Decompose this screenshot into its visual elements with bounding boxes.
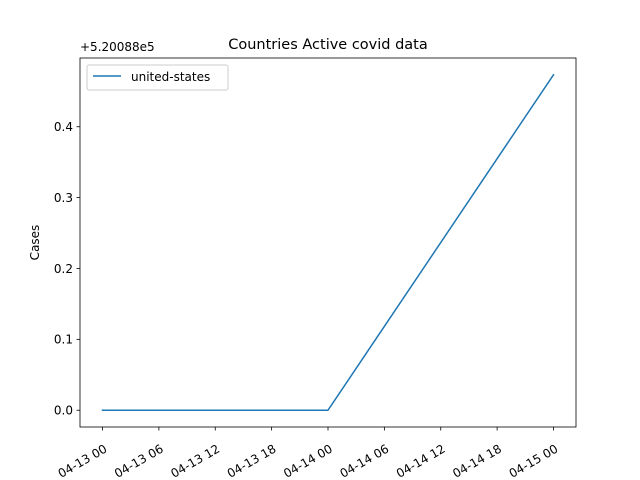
x-tick-label: 04-14 18 [450, 442, 504, 480]
y-tick-label: 0.3 [54, 191, 73, 205]
series-lines [101, 73, 555, 411]
x-tick-label: 04-13 18 [225, 442, 279, 480]
y-axis-label: Cases [28, 225, 42, 261]
plot-frame [79, 57, 577, 428]
x-tick-label: 04-14 06 [338, 442, 392, 480]
x-ticks: 04-13 00 04-13 06 04-13 12 04-13 18 04-14 00… [56, 427, 561, 480]
x-tick-label: 04-13 12 [168, 442, 222, 480]
y-tick-label: 0.4 [54, 120, 73, 134]
chart-title: Countries Active covid data [228, 37, 428, 53]
x-tick-label: 04-13 06 [112, 442, 166, 480]
x-tick-label: 04-15 00 [507, 442, 561, 480]
legend: united-states [86, 64, 229, 91]
legend-box [86, 64, 229, 91]
y-tick-label: 0.0 [54, 404, 73, 418]
x-tick-label: 04-14 12 [394, 442, 448, 480]
y-ticks: 0.0 0.1 0.2 0.3 0.4 [54, 120, 80, 418]
legend-label-united-states: united-states [131, 70, 210, 84]
series-line-united-states [101, 73, 555, 411]
x-tick-label: 04-14 00 [281, 442, 335, 480]
y-tick-label: 0.1 [54, 333, 73, 347]
x-tick-label: 04-13 00 [56, 442, 110, 480]
y-offset-label: +5.20088e5 [80, 40, 155, 54]
y-tick-label: 0.2 [54, 262, 73, 276]
plot-area [80, 58, 576, 427]
